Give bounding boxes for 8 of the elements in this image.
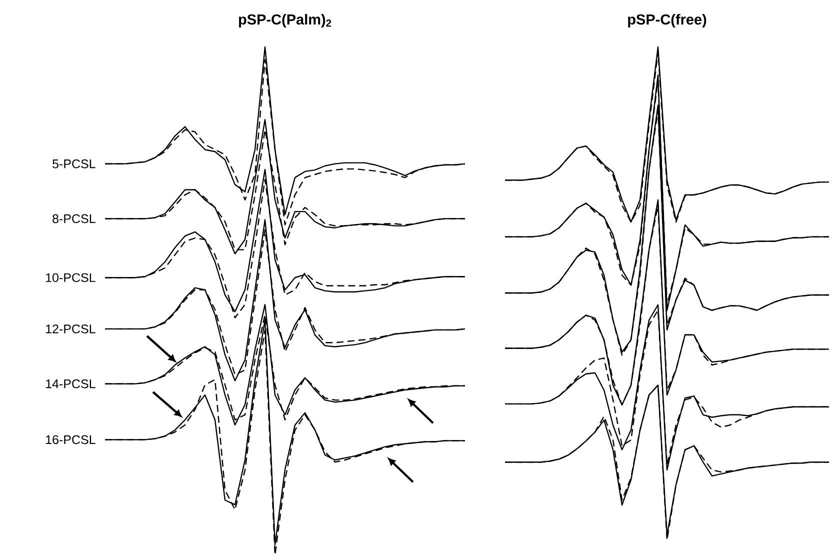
series-label: 8-PCSL bbox=[52, 214, 96, 224]
series-label: 12-PCSL bbox=[46, 324, 96, 334]
chart-title: pSP-C(free) bbox=[628, 14, 706, 28]
series-label: 16-PCSL bbox=[46, 435, 96, 444]
chart-title: pSP-C(Palm)$_{2}$ bbox=[238, 14, 332, 28]
series-label: 5-PCSL bbox=[52, 159, 96, 168]
series-label: 14-PCSL bbox=[46, 379, 96, 388]
series-label: 10-PCSL bbox=[46, 273, 96, 282]
